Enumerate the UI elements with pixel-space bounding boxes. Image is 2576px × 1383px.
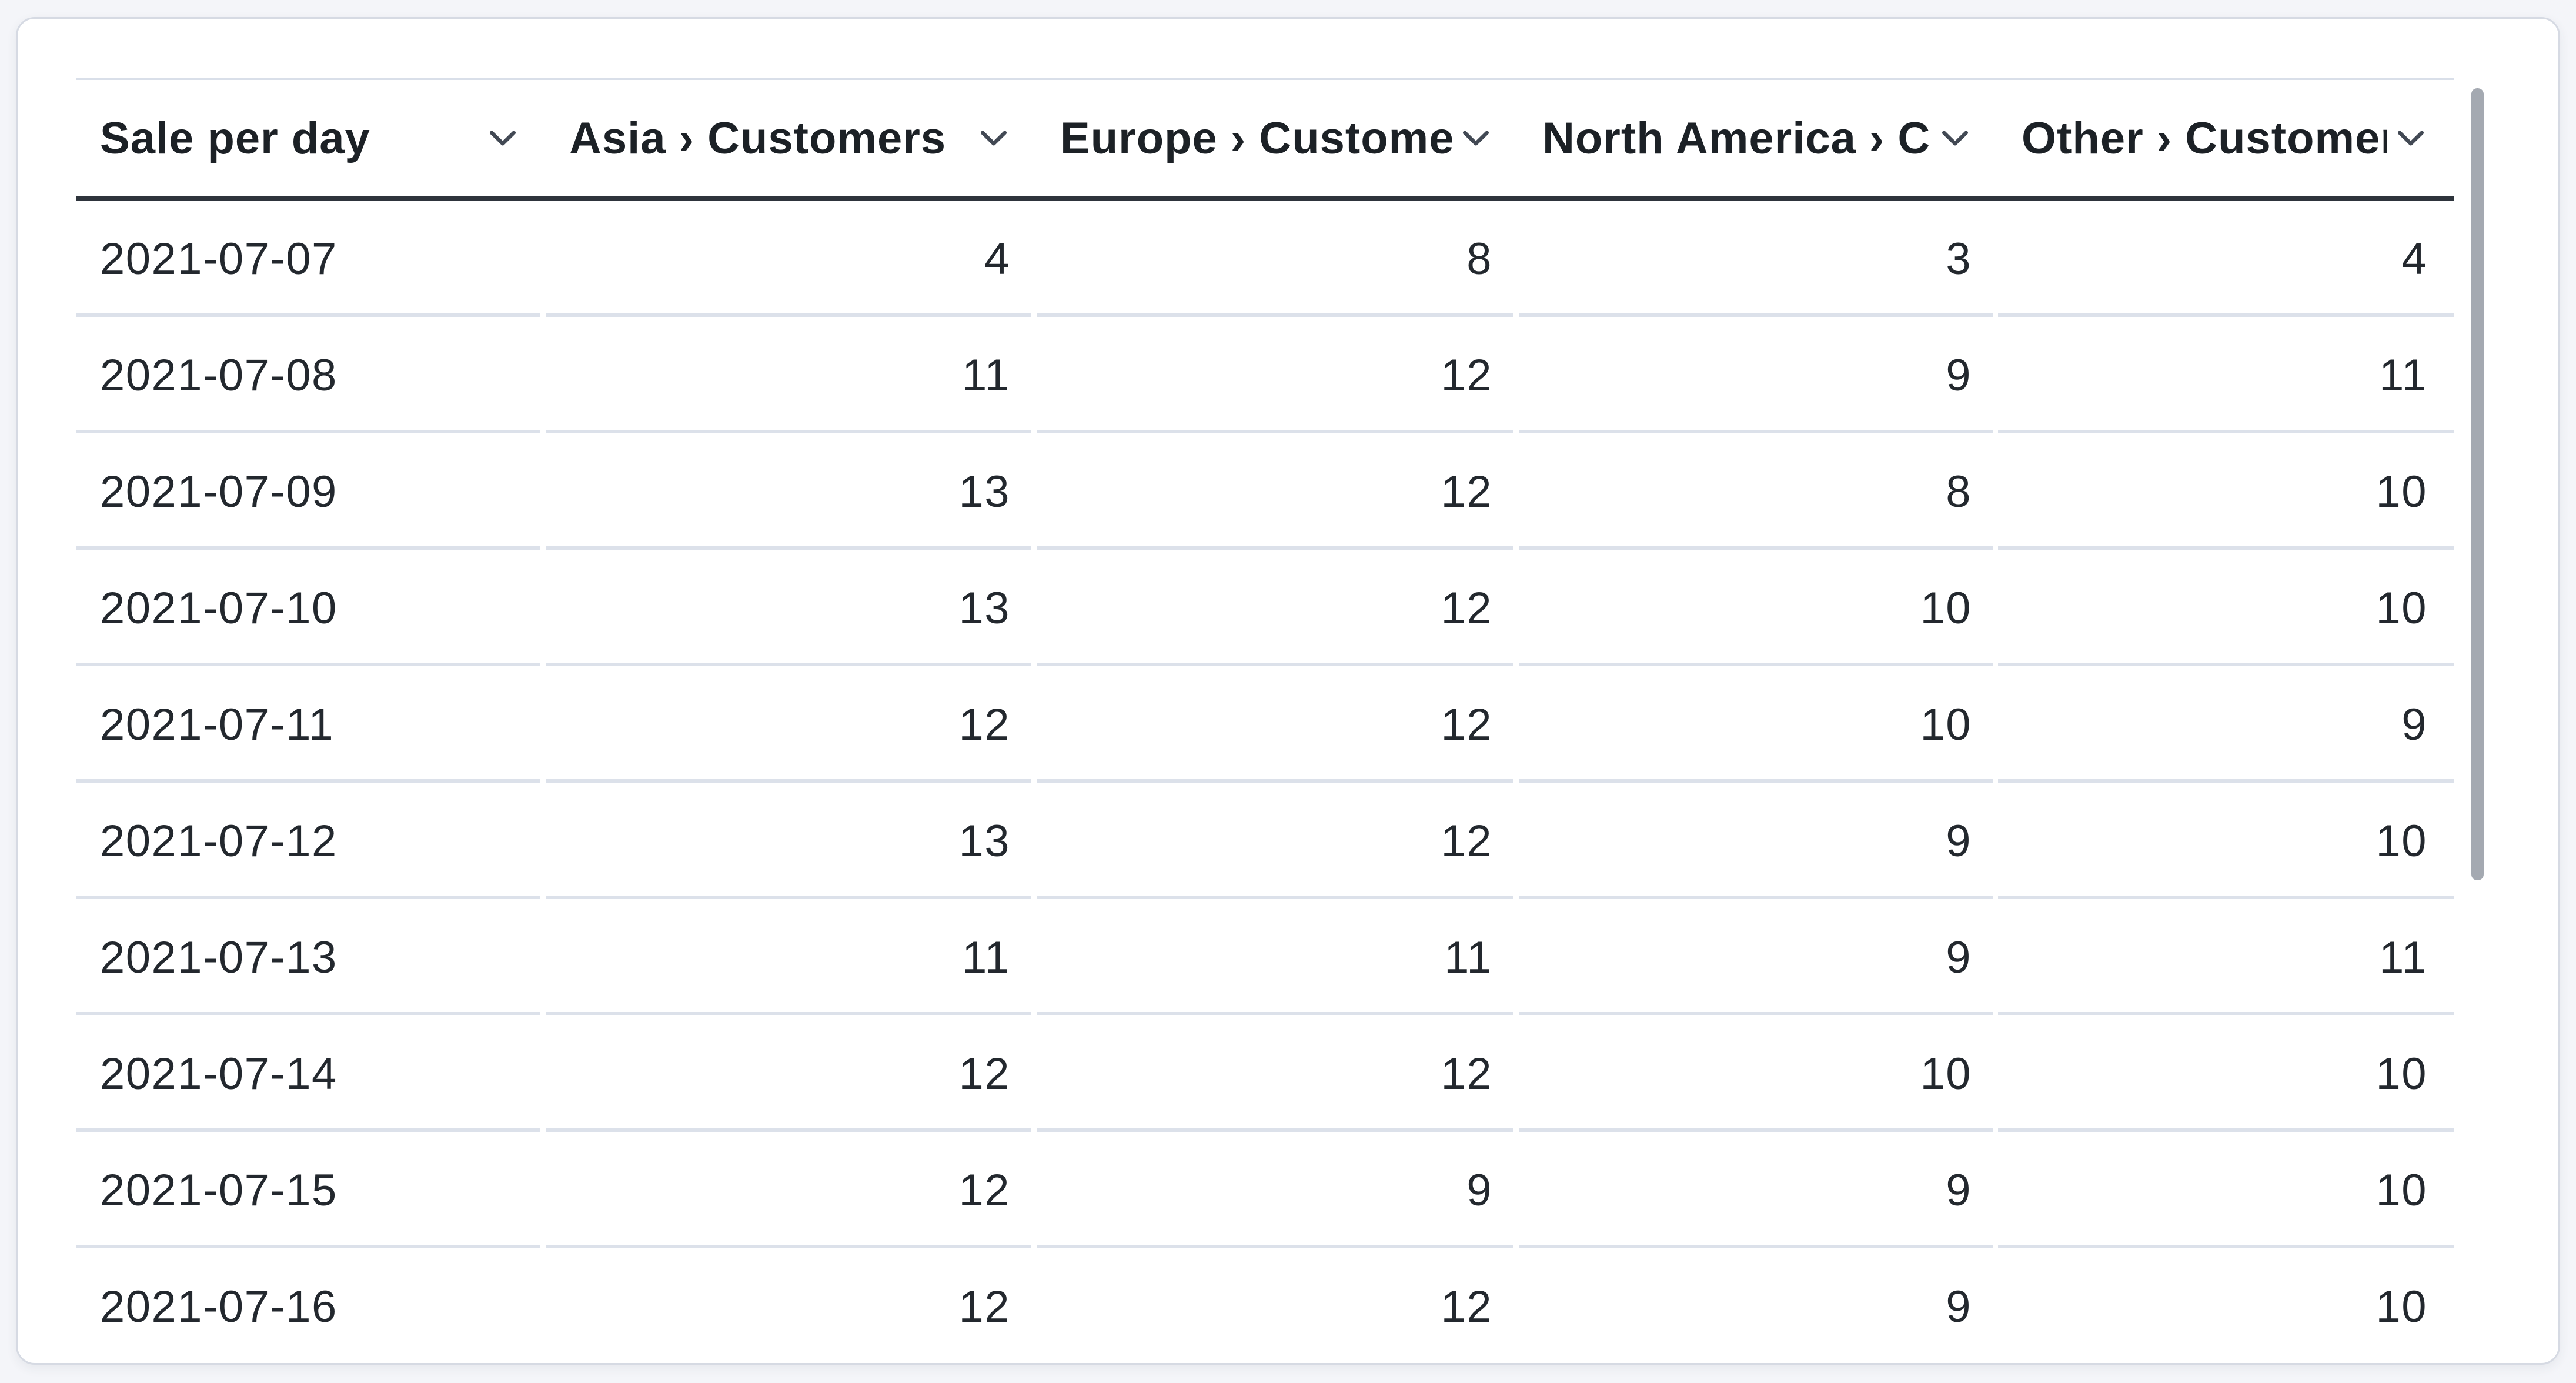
value-cell[interactable]: 11 <box>546 899 1037 1015</box>
value-cell[interactable]: 11 <box>1037 899 1519 1015</box>
value-cell[interactable]: 9 <box>1519 317 1998 433</box>
value-cell[interactable]: 12 <box>546 1132 1037 1248</box>
column-header-label: Asia › Customers <box>569 113 947 163</box>
value-cell[interactable]: 11 <box>1998 317 2454 433</box>
table-row: 2021-07-07 4 8 3 4 <box>76 201 2454 317</box>
column-header-europe-customers[interactable]: Europe › Customers <box>1037 78 1519 201</box>
date-cell[interactable]: 2021-07-10 <box>76 550 546 666</box>
value-cell[interactable]: 9 <box>1037 1132 1519 1248</box>
date-cell[interactable]: 2021-07-15 <box>76 1132 546 1248</box>
value-cell[interactable]: 9 <box>1519 899 1998 1015</box>
value-cell[interactable]: 12 <box>1037 666 1519 783</box>
value-cell[interactable]: 12 <box>546 666 1037 783</box>
table-row: 2021-07-13 11 11 9 11 <box>76 899 2454 1015</box>
vertical-scrollbar-thumb[interactable] <box>2471 88 2484 880</box>
value-cell[interactable]: 13 <box>546 433 1037 550</box>
value-cell[interactable]: 13 <box>546 783 1037 899</box>
date-cell[interactable]: 2021-07-16 <box>76 1248 546 1356</box>
value-cell[interactable]: 12 <box>1037 433 1519 550</box>
value-cell[interactable]: 12 <box>546 1248 1037 1356</box>
table-row: 2021-07-14 12 12 10 10 <box>76 1015 2454 1132</box>
date-cell[interactable]: 2021-07-13 <box>76 899 546 1015</box>
value-cell[interactable]: 9 <box>1998 666 2454 783</box>
column-header-asia-customers[interactable]: Asia › Customers <box>546 78 1037 201</box>
value-cell[interactable]: 9 <box>1519 783 1998 899</box>
table-card: Sale per day Asia › Customers <box>16 17 2560 1365</box>
value-cell[interactable]: 3 <box>1519 201 1998 317</box>
table-header: Sale per day Asia › Customers <box>76 78 2454 201</box>
value-cell[interactable]: 11 <box>546 317 1037 433</box>
table-row: 2021-07-08 11 12 9 11 <box>76 317 2454 433</box>
value-cell[interactable]: 11 <box>1998 899 2454 1015</box>
column-header-label: North America › Customers <box>1542 113 1931 163</box>
date-cell[interactable]: 2021-07-07 <box>76 201 546 317</box>
value-cell[interactable]: 10 <box>1998 1132 2454 1248</box>
column-header-label: Europe › Customers <box>1060 113 1452 163</box>
data-table: Sale per day Asia › Customers <box>76 78 2454 1356</box>
column-header-north-america-customers[interactable]: North America › Customers <box>1519 78 1998 201</box>
column-header-label: Sale per day <box>100 113 370 163</box>
date-cell[interactable]: 2021-07-11 <box>76 666 546 783</box>
value-cell[interactable]: 13 <box>546 550 1037 666</box>
chevron-down-icon <box>2397 131 2424 146</box>
value-cell[interactable]: 12 <box>1037 1015 1519 1132</box>
value-cell[interactable]: 10 <box>1998 1248 2454 1356</box>
date-cell[interactable]: 2021-07-12 <box>76 783 546 899</box>
value-cell[interactable]: 9 <box>1519 1248 1998 1356</box>
value-cell[interactable]: 8 <box>1037 201 1519 317</box>
date-cell[interactable]: 2021-07-14 <box>76 1015 546 1132</box>
table-body: 2021-07-07 4 8 3 4 2021-07-08 11 12 9 11 2021-07-0… <box>76 201 2454 1356</box>
chevron-down-icon <box>980 131 1007 146</box>
value-cell[interactable]: 8 <box>1519 433 1998 550</box>
chevron-down-icon <box>1942 131 1969 146</box>
value-cell[interactable]: 10 <box>1519 666 1998 783</box>
table-row: 2021-07-11 12 12 10 9 <box>76 666 2454 783</box>
column-header-label: Other › Customers <box>2022 113 2387 163</box>
table-row: 2021-07-12 13 12 9 10 <box>76 783 2454 899</box>
table-scroll-viewport: Sale per day Asia › Customers <box>18 19 2558 1356</box>
value-cell[interactable]: 12 <box>1037 783 1519 899</box>
value-cell[interactable]: 10 <box>1519 1015 1998 1132</box>
chevron-down-icon <box>489 131 516 146</box>
column-header-other-customers[interactable]: Other › Customers <box>1998 78 2454 201</box>
value-cell[interactable]: 10 <box>1998 433 2454 550</box>
value-cell[interactable]: 4 <box>546 201 1037 317</box>
value-cell[interactable]: 10 <box>1998 550 2454 666</box>
date-cell[interactable]: 2021-07-08 <box>76 317 546 433</box>
column-header-sale-per-day[interactable]: Sale per day <box>76 78 546 201</box>
chevron-down-icon <box>1462 131 1489 146</box>
table-area: Sale per day Asia › Customers <box>76 78 2454 1356</box>
table-row: 2021-07-09 13 12 8 10 <box>76 433 2454 550</box>
value-cell[interactable]: 4 <box>1998 201 2454 317</box>
table-row: 2021-07-15 12 9 9 10 <box>76 1132 2454 1248</box>
table-row: 2021-07-10 13 12 10 10 <box>76 550 2454 666</box>
table-row: 2021-07-16 12 12 9 10 <box>76 1248 2454 1356</box>
date-cell[interactable]: 2021-07-09 <box>76 433 546 550</box>
value-cell[interactable]: 12 <box>1037 550 1519 666</box>
value-cell[interactable]: 9 <box>1519 1132 1998 1248</box>
value-cell[interactable]: 12 <box>1037 317 1519 433</box>
value-cell[interactable]: 10 <box>1998 1015 2454 1132</box>
header-row: Sale per day Asia › Customers <box>76 78 2454 201</box>
value-cell[interactable]: 12 <box>1037 1248 1519 1356</box>
value-cell[interactable]: 10 <box>1519 550 1998 666</box>
value-cell[interactable]: 12 <box>546 1015 1037 1132</box>
value-cell[interactable]: 10 <box>1998 783 2454 899</box>
